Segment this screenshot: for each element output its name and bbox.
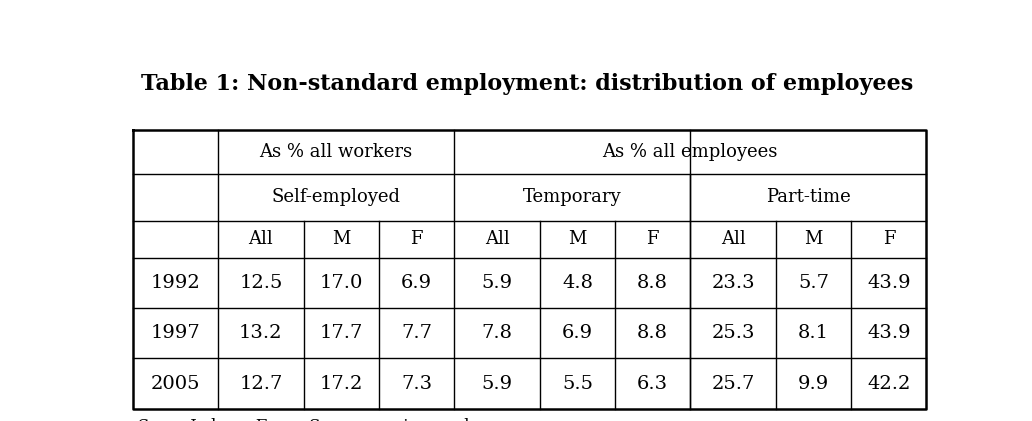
Text: 9.9: 9.9 bbox=[798, 375, 830, 393]
Text: Source:: Source: bbox=[137, 418, 202, 421]
Text: 8.8: 8.8 bbox=[637, 274, 668, 292]
Text: Table 1: Non-standard employment: distribution of employees: Table 1: Non-standard employment: distri… bbox=[141, 73, 913, 95]
Text: As % all workers: As % all workers bbox=[259, 143, 413, 161]
Text: 43.9: 43.9 bbox=[867, 324, 910, 342]
Text: 7.7: 7.7 bbox=[401, 324, 432, 342]
Text: 23.3: 23.3 bbox=[711, 274, 755, 292]
Text: M: M bbox=[569, 230, 587, 248]
Text: 6.9: 6.9 bbox=[562, 324, 593, 342]
Text: 7.3: 7.3 bbox=[401, 375, 432, 393]
Text: 13.2: 13.2 bbox=[239, 324, 283, 342]
Text: 7.8: 7.8 bbox=[482, 324, 513, 342]
Text: 8.1: 8.1 bbox=[798, 324, 829, 342]
Text: 8.8: 8.8 bbox=[637, 324, 668, 342]
Text: 5.7: 5.7 bbox=[798, 274, 829, 292]
Text: 12.5: 12.5 bbox=[239, 274, 283, 292]
Text: 42.2: 42.2 bbox=[867, 375, 910, 393]
Text: F: F bbox=[882, 230, 895, 248]
Text: All: All bbox=[485, 230, 510, 248]
Text: 25.7: 25.7 bbox=[711, 375, 754, 393]
Text: 6.9: 6.9 bbox=[401, 274, 432, 292]
Text: 17.7: 17.7 bbox=[320, 324, 363, 342]
Text: All: All bbox=[720, 230, 745, 248]
Text: M: M bbox=[332, 230, 351, 248]
Text: 2005: 2005 bbox=[151, 375, 200, 393]
Text: Labour Force Survey, spring each year.: Labour Force Survey, spring each year. bbox=[185, 418, 520, 421]
Text: 43.9: 43.9 bbox=[867, 274, 910, 292]
Text: 25.3: 25.3 bbox=[711, 324, 755, 342]
Text: 12.7: 12.7 bbox=[239, 375, 283, 393]
Text: 5.9: 5.9 bbox=[482, 274, 513, 292]
Text: 17.2: 17.2 bbox=[320, 375, 363, 393]
Text: As % all employees: As % all employees bbox=[603, 143, 778, 161]
Text: F: F bbox=[646, 230, 658, 248]
Text: 5.5: 5.5 bbox=[562, 375, 593, 393]
Text: 1997: 1997 bbox=[151, 324, 200, 342]
Text: Temporary: Temporary bbox=[523, 188, 621, 206]
Text: F: F bbox=[411, 230, 423, 248]
Text: M: M bbox=[805, 230, 823, 248]
Text: 5.9: 5.9 bbox=[482, 375, 513, 393]
Text: Part-time: Part-time bbox=[766, 188, 850, 206]
Text: 1992: 1992 bbox=[151, 274, 200, 292]
Text: 4.8: 4.8 bbox=[562, 274, 593, 292]
Text: 6.3: 6.3 bbox=[637, 375, 669, 393]
Text: All: All bbox=[249, 230, 273, 248]
Text: 17.0: 17.0 bbox=[320, 274, 363, 292]
Text: Self-employed: Self-employed bbox=[271, 188, 400, 206]
